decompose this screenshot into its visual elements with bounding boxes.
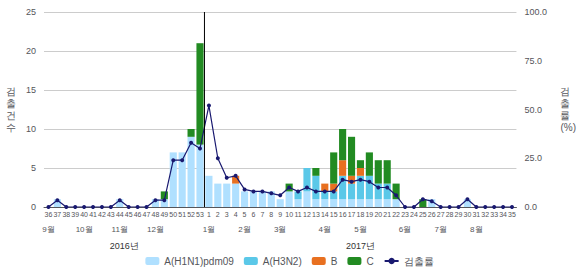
svg-text:35: 35	[508, 211, 516, 218]
svg-text:6월: 6월	[399, 225, 411, 234]
svg-text:17: 17	[348, 211, 356, 218]
svg-text:12월: 12월	[147, 225, 164, 234]
svg-text:20: 20	[374, 211, 382, 218]
svg-text:검: 검	[6, 86, 16, 97]
svg-text:4: 4	[234, 211, 238, 218]
svg-text:9월: 9월	[42, 225, 54, 234]
svg-text:40: 40	[80, 211, 88, 218]
svg-text:47: 47	[143, 211, 151, 218]
svg-text:1: 1	[207, 211, 211, 218]
svg-text:39: 39	[71, 211, 79, 218]
svg-text:44: 44	[116, 211, 124, 218]
svg-text:(%): (%)	[560, 122, 576, 133]
svg-text:53: 53	[196, 211, 204, 218]
svg-text:10: 10	[26, 124, 36, 134]
svg-text:A(H3N2): A(H3N2)	[263, 256, 302, 267]
svg-text:31: 31	[472, 211, 480, 218]
svg-text:45: 45	[125, 211, 133, 218]
svg-text:26: 26	[428, 211, 436, 218]
svg-text:11: 11	[294, 211, 301, 218]
svg-text:2: 2	[216, 211, 220, 218]
svg-text:검출률: 검출률	[404, 256, 434, 267]
svg-text:36: 36	[45, 211, 53, 218]
svg-text:7월: 7월	[434, 225, 446, 234]
svg-text:43: 43	[107, 211, 115, 218]
svg-text:률: 률	[560, 110, 570, 121]
svg-text:32: 32	[481, 211, 489, 218]
svg-text:18: 18	[357, 211, 365, 218]
svg-text:29: 29	[455, 211, 463, 218]
svg-text:11월: 11월	[112, 225, 128, 234]
svg-text:22: 22	[392, 211, 400, 218]
svg-text:27: 27	[437, 211, 445, 218]
svg-text:A(H1N1)pdm09: A(H1N1)pdm09	[164, 256, 234, 267]
svg-text:2017년: 2017년	[346, 241, 375, 251]
svg-text:46: 46	[134, 211, 142, 218]
svg-text:1월: 1월	[203, 225, 215, 234]
svg-text:20: 20	[26, 46, 36, 56]
svg-text:23: 23	[401, 211, 409, 218]
svg-text:37: 37	[53, 211, 61, 218]
svg-text:30: 30	[464, 211, 472, 218]
svg-text:7: 7	[260, 211, 264, 218]
svg-text:5: 5	[243, 211, 247, 218]
svg-text:25.0: 25.0	[524, 153, 542, 163]
svg-text:50.0: 50.0	[524, 105, 542, 115]
svg-text:28: 28	[446, 211, 454, 218]
svg-text:16: 16	[339, 211, 347, 218]
svg-text:50: 50	[169, 211, 177, 218]
svg-text:15: 15	[330, 211, 338, 218]
svg-text:14: 14	[321, 211, 329, 218]
svg-text:21: 21	[383, 211, 391, 218]
svg-text:출: 출	[6, 98, 16, 109]
svg-text:100.0: 100.0	[524, 7, 547, 17]
svg-text:4월: 4월	[319, 225, 331, 234]
svg-text:6: 6	[252, 211, 256, 218]
svg-text:3: 3	[225, 211, 229, 218]
svg-text:B: B	[331, 256, 338, 267]
svg-text:0.0: 0.0	[524, 202, 537, 212]
svg-text:5: 5	[31, 163, 36, 173]
svg-text:49: 49	[160, 211, 168, 218]
svg-text:9: 9	[278, 211, 282, 218]
svg-text:33: 33	[490, 211, 498, 218]
svg-text:8월: 8월	[470, 225, 482, 234]
svg-text:C: C	[366, 256, 373, 267]
svg-text:5월: 5월	[354, 225, 366, 234]
svg-text:12: 12	[303, 211, 311, 218]
svg-text:10월: 10월	[76, 225, 93, 234]
svg-text:42: 42	[98, 211, 106, 218]
svg-text:수: 수	[6, 122, 16, 133]
svg-text:25: 25	[26, 7, 36, 17]
svg-text:3월: 3월	[274, 225, 286, 234]
svg-text:13: 13	[312, 211, 320, 218]
svg-text:52: 52	[187, 211, 195, 218]
svg-text:75.0: 75.0	[524, 56, 542, 66]
svg-text:48: 48	[152, 211, 160, 218]
svg-text:검: 검	[560, 86, 570, 97]
svg-text:34: 34	[499, 211, 507, 218]
svg-text:8: 8	[269, 211, 273, 218]
svg-text:19: 19	[365, 211, 373, 218]
svg-text:0: 0	[31, 202, 36, 212]
svg-text:건: 건	[6, 110, 16, 121]
svg-text:41: 41	[89, 211, 97, 218]
svg-text:38: 38	[62, 211, 70, 218]
svg-text:15: 15	[26, 85, 36, 95]
svg-text:25: 25	[419, 211, 427, 218]
svg-text:2016년: 2016년	[110, 241, 139, 251]
svg-text:2월: 2월	[238, 225, 250, 234]
svg-text:51: 51	[178, 211, 186, 218]
svg-text:10: 10	[285, 211, 293, 218]
svg-text:24: 24	[410, 211, 418, 218]
svg-text:출: 출	[560, 98, 570, 109]
